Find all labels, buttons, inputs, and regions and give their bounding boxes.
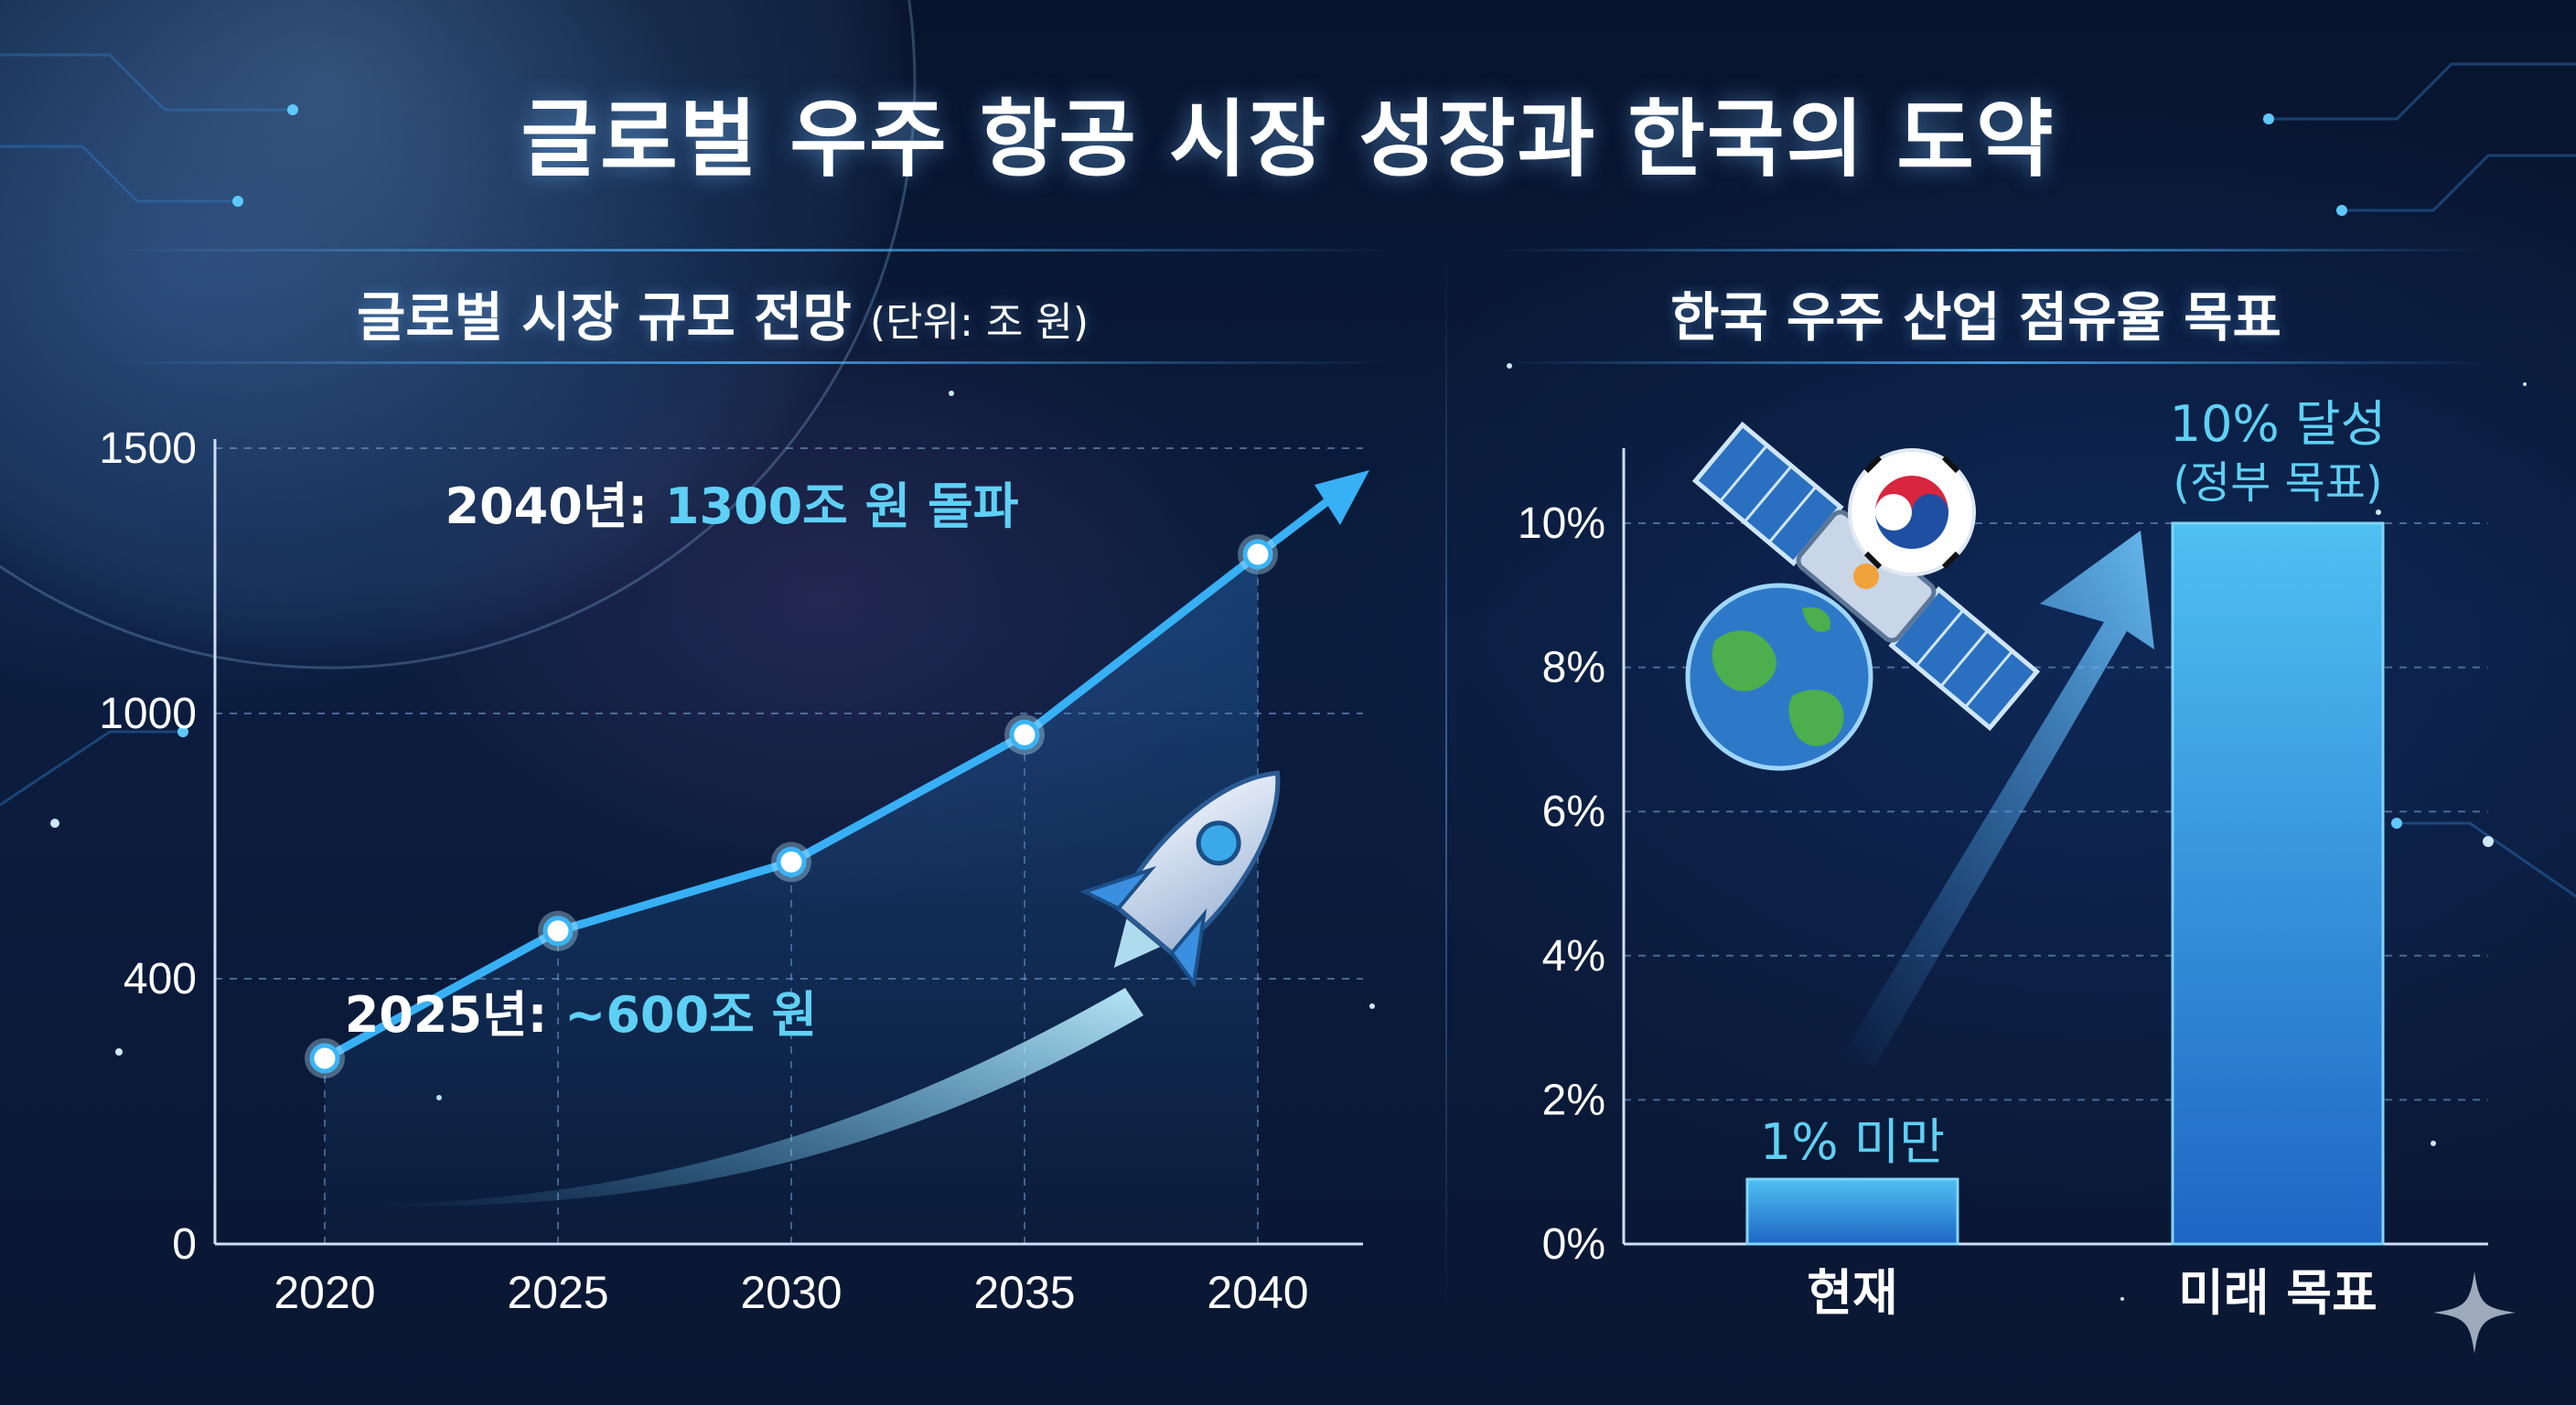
data-point <box>1242 539 1273 570</box>
right-chart-title: 한국 우주 산업 점유율 목표 <box>1670 286 2281 349</box>
rocket-icon <box>1079 770 1281 989</box>
left-chart-title: 글로벌 시장 규모 전망 <box>356 286 852 349</box>
y-tick-label: 1000 <box>99 690 197 738</box>
bar-chart-bars <box>1745 521 2385 1246</box>
data-point <box>309 1043 340 1074</box>
circuit-nodes <box>177 104 2402 829</box>
annotation-value: ~600조 원 <box>564 986 817 1044</box>
chart-points <box>305 534 1278 1078</box>
left-chart-unit: (단위: 조 원) <box>869 299 1089 346</box>
annotation-prefix: 2040년: <box>445 477 665 535</box>
main-title: 글로벌 우주 항공 시장 성장과 한국의 도약 <box>521 91 2055 188</box>
chart-annotations: 2040년: 1300조 원 돌파 2025년: ~600조 원 <box>345 477 1019 1044</box>
left-panel-title: 글로벌 시장 규모 전망 (단위: 조 원) <box>0 274 1445 351</box>
series-line <box>322 487 1345 1062</box>
left-header-line-bottom <box>110 361 1390 364</box>
y-tick-label: 4% <box>1542 932 1605 981</box>
planet-glow <box>0 0 915 668</box>
korean-flag-icon <box>1848 448 1976 576</box>
x-category-label: 미래 목표 <box>2178 1264 2377 1322</box>
annotation-label: 2025년: ~600조 원 <box>345 986 818 1044</box>
y-tick-label: 1500 <box>99 424 197 473</box>
rocket-trail-swoosh <box>366 988 1143 1207</box>
y-tick-label: 6% <box>1542 788 1605 836</box>
satellite-icon <box>1691 421 2041 732</box>
right-panel-title: 한국 우주 산업 점유율 목표 <box>1464 274 2488 351</box>
data-point <box>776 846 807 877</box>
left-header-line-top <box>110 249 1390 252</box>
x-tick-label: 2030 <box>740 1267 842 1318</box>
arrow-head-icon <box>1315 470 1369 525</box>
market-size-line-chart: 0 400 1000 1500 2020 2025 2030 2035 2040 2040년: … <box>99 424 1369 1318</box>
x-category-label: 현재 <box>1807 1264 1897 1322</box>
y-tick-label: 8% <box>1542 644 1605 692</box>
earth-icon <box>1685 583 1873 771</box>
x-tick-label: 2040 <box>1207 1267 1308 1318</box>
chart-tick-labels: 0 400 1000 1500 2020 2025 2030 2035 2040 <box>99 424 1308 1318</box>
bar-value-label: 10% 달성 <box>2170 395 2387 453</box>
x-tick-label: 2025 <box>507 1267 608 1318</box>
data-point <box>542 916 574 947</box>
y-tick-label: 0% <box>1542 1220 1605 1269</box>
bar <box>1745 1177 1959 1246</box>
rocket-trail <box>366 988 1143 1207</box>
planet-rim <box>0 0 917 670</box>
annotation-label: 2040년: 1300조 원 돌파 <box>445 477 1019 535</box>
y-tick-label: 400 <box>123 955 197 1003</box>
sparkle-icon <box>2433 1271 2516 1354</box>
y-tick-label: 10% <box>1518 499 1605 548</box>
bar-value-label: 1% 미만 <box>1760 1113 1945 1171</box>
right-header-line-bottom <box>1500 361 2488 364</box>
data-point <box>1009 719 1040 750</box>
bar-note-label: (정부 목표) <box>2173 457 2382 509</box>
panel-divider <box>1445 247 1447 1317</box>
growth-arrow-icon <box>1839 531 2154 1066</box>
x-tick-label: 2020 <box>274 1267 375 1318</box>
right-header-line-top <box>1500 249 2488 252</box>
y-tick-label: 0 <box>172 1220 197 1269</box>
chart-line <box>322 470 1369 1062</box>
circuit-lines <box>0 53 2576 898</box>
bar <box>2171 521 2385 1246</box>
y-tick-label: 2% <box>1542 1076 1605 1124</box>
annotation-value: 1300조 원 돌파 <box>665 477 1019 535</box>
x-tick-label: 2035 <box>973 1267 1075 1318</box>
annotation-prefix: 2025년: <box>345 986 564 1044</box>
